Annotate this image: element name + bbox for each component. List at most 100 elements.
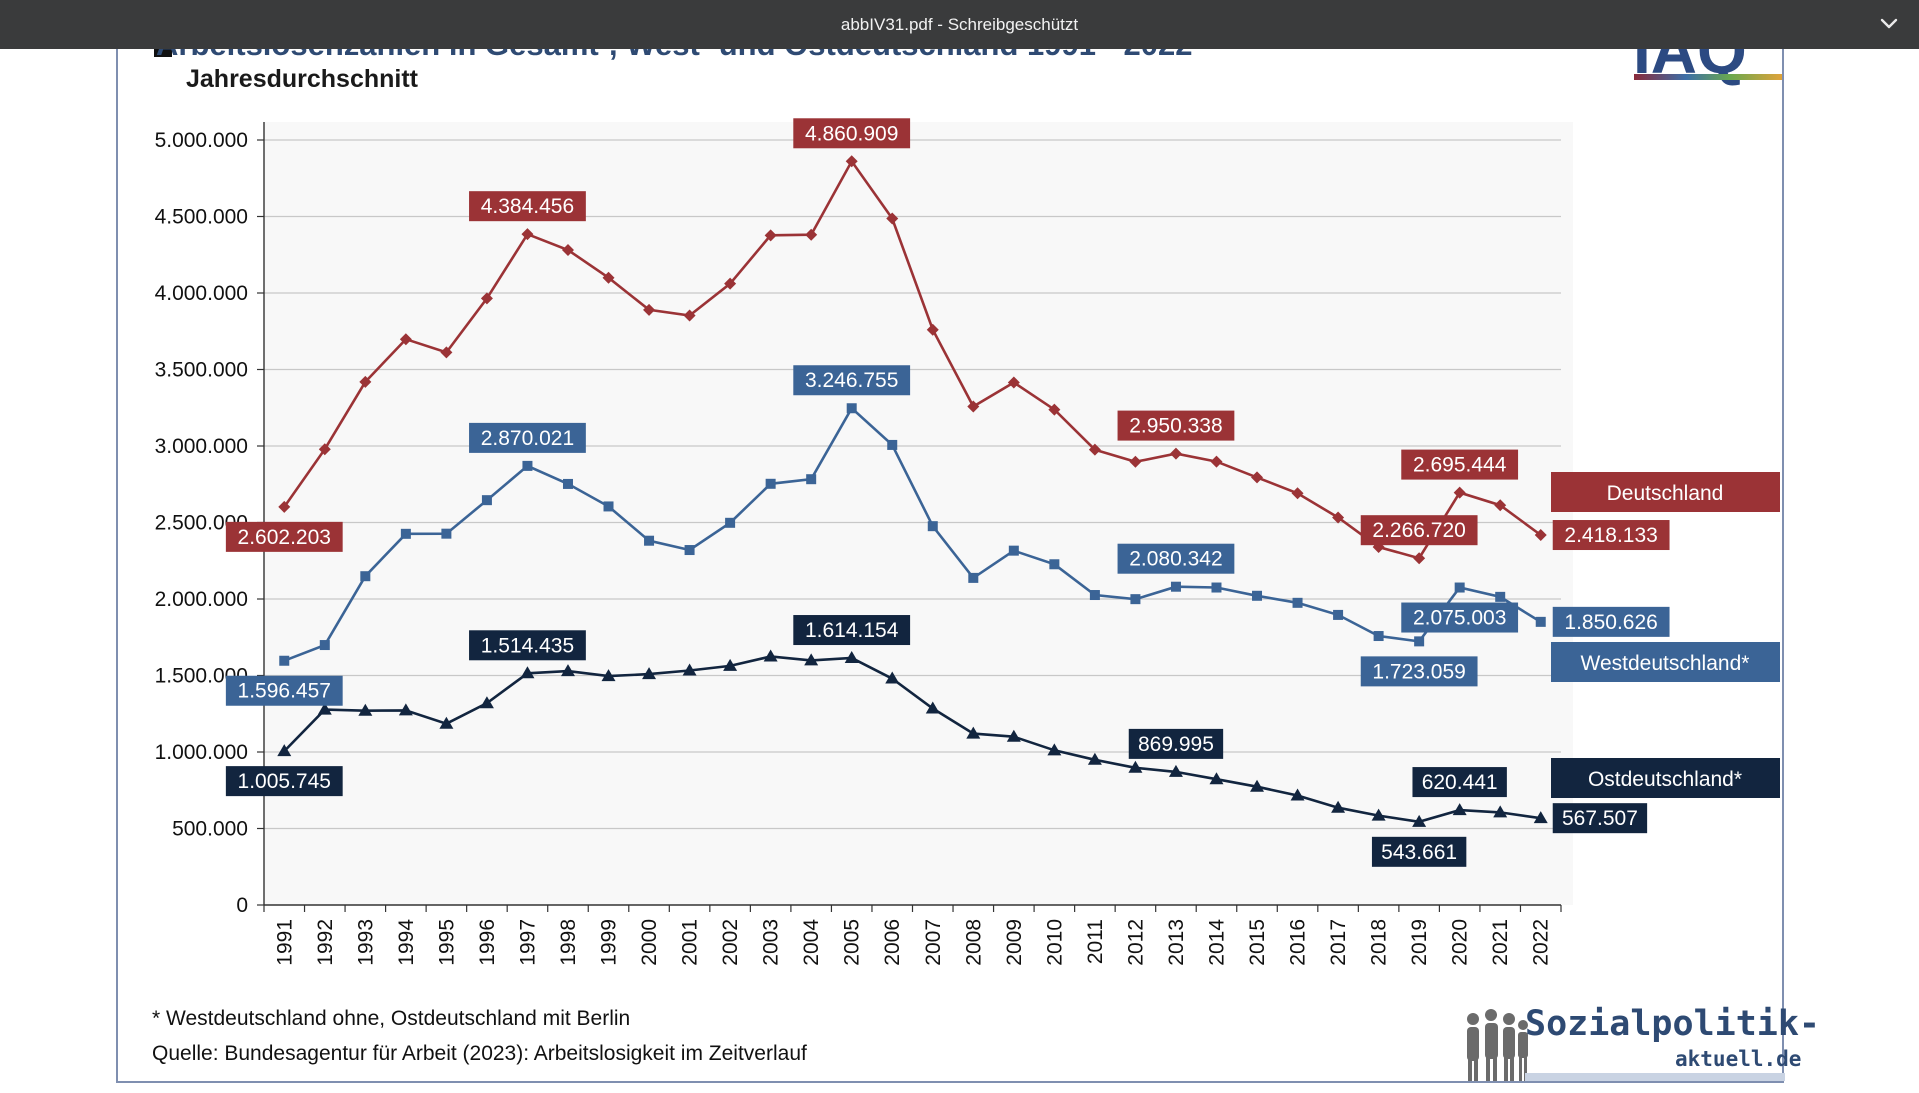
- data-label-text: 4.860.909: [805, 122, 898, 145]
- x-tick-label: 1994: [395, 919, 418, 966]
- x-tick-label: 2001: [679, 919, 702, 966]
- data-label-text: 2.695.444: [1413, 454, 1507, 477]
- data-point: [927, 521, 938, 532]
- data-label-text: 2.870.021: [481, 427, 574, 450]
- data-point: [279, 655, 290, 666]
- data-point: [1371, 808, 1386, 821]
- data-label: 2.695.444: [1401, 449, 1519, 480]
- data-label-text: 1.005.745: [238, 770, 331, 793]
- x-tick-label: 2004: [800, 919, 823, 966]
- data-point: [887, 439, 898, 450]
- data-point: [1333, 609, 1344, 620]
- data-label: 2.950.338: [1117, 410, 1235, 441]
- data-label-text: 620.441: [1422, 771, 1498, 794]
- y-tick-label: 3.000.000: [155, 435, 248, 458]
- data-point: [601, 669, 616, 682]
- data-point: [360, 571, 371, 582]
- y-tick-label: 1.500.000: [155, 665, 248, 688]
- data-point: [846, 403, 857, 414]
- chart-title: Arbeitslosenzahlen in Gesamt-, West- und…: [156, 49, 1193, 63]
- x-tick-label: 2019: [1408, 919, 1431, 966]
- data-point: [644, 535, 655, 546]
- data-point: [1211, 582, 1222, 593]
- x-tick-label: 2018: [1368, 919, 1391, 966]
- x-tick-label: 2009: [1003, 919, 1026, 966]
- x-tick-label: 1995: [435, 919, 458, 966]
- data-point: [1292, 597, 1303, 608]
- data-point: [1534, 529, 1547, 542]
- data-point: [278, 500, 291, 513]
- x-tick-label: 2015: [1246, 919, 1269, 966]
- chevron-down-icon[interactable]: [1877, 12, 1901, 36]
- data-point: [440, 346, 453, 359]
- x-tick-label: 2011: [1084, 919, 1107, 964]
- data-point: [926, 323, 939, 336]
- plot-area: [264, 122, 1573, 905]
- data-point: [845, 155, 858, 168]
- data-label: 543.661: [1371, 836, 1467, 867]
- data-point: [561, 244, 574, 257]
- data-point: [1453, 486, 1466, 499]
- data-label: 2.080.342: [1117, 543, 1235, 574]
- data-point: [925, 701, 940, 714]
- source-note: Quelle: Bundesagentur für Arbeit (2023):…: [152, 1042, 807, 1065]
- data-point: [317, 702, 332, 715]
- y-tick-label: 0: [236, 894, 248, 917]
- data-point: [318, 443, 331, 456]
- data-point: [683, 309, 696, 322]
- data-label: 2.870.021: [469, 422, 586, 453]
- data-label: 869.995: [1128, 728, 1224, 759]
- data-point: [398, 703, 413, 716]
- data-point: [319, 640, 330, 651]
- data-point: [479, 696, 494, 709]
- data-label-text: 2.266.720: [1372, 519, 1465, 542]
- data-point: [804, 653, 819, 666]
- data-point: [522, 460, 533, 471]
- footnote: * Westdeutschland ohne, Ostdeutschland m…: [152, 1007, 631, 1030]
- data-point: [359, 375, 372, 388]
- data-point: [1412, 814, 1427, 827]
- data-label-text: 2.950.338: [1129, 415, 1222, 438]
- data-point: [1535, 616, 1546, 627]
- people-silhouette-icon: [1467, 1009, 1785, 1081]
- series-line: [283, 158, 1542, 560]
- data-point: [358, 703, 373, 716]
- y-tick-label: 2.500.000: [155, 512, 248, 535]
- iaq-logo-bar: [1634, 74, 1782, 80]
- data-label-text: 543.661: [1381, 841, 1457, 864]
- data-point: [602, 271, 615, 284]
- data-point: [521, 228, 534, 241]
- data-label: 1.723.059: [1360, 656, 1478, 687]
- legend-item: Ostdeutschland*: [1551, 758, 1780, 798]
- x-tick-label: 2007: [922, 919, 945, 966]
- data-point: [1494, 499, 1507, 512]
- data-point: [1454, 582, 1465, 593]
- data-point: [1414, 636, 1425, 647]
- data-point: [399, 333, 412, 346]
- data-point: [1493, 805, 1508, 818]
- sozialpolitik-logo-text: Sozialpolitik-: [1525, 1004, 1821, 1044]
- data-label-text: 2.075.003: [1413, 607, 1506, 630]
- x-tick-label: 2012: [1124, 919, 1147, 966]
- data-point: [1170, 581, 1181, 592]
- data-point: [520, 666, 535, 679]
- y-tick-label: 2.000.000: [155, 588, 248, 611]
- x-tick-label: 1991: [273, 919, 296, 966]
- data-label: 567.507: [1552, 803, 1648, 834]
- legend-swatch: [1551, 758, 1780, 798]
- x-tick-label: 1999: [598, 919, 621, 966]
- legend-swatch: [1551, 642, 1780, 682]
- data-label-text: 1.723.059: [1372, 660, 1465, 683]
- data-point: [723, 658, 738, 671]
- data-point: [277, 744, 292, 757]
- data-point: [684, 545, 695, 556]
- x-tick-label: 2002: [719, 919, 742, 966]
- x-tick-label: 2013: [1165, 919, 1188, 966]
- data-point: [1291, 487, 1304, 500]
- x-tick-label: 2008: [962, 919, 985, 966]
- data-label: 1.596.457: [225, 675, 343, 706]
- x-tick-label: 1996: [476, 919, 499, 966]
- data-point: [805, 228, 818, 241]
- data-point: [885, 671, 900, 684]
- data-point: [725, 517, 736, 528]
